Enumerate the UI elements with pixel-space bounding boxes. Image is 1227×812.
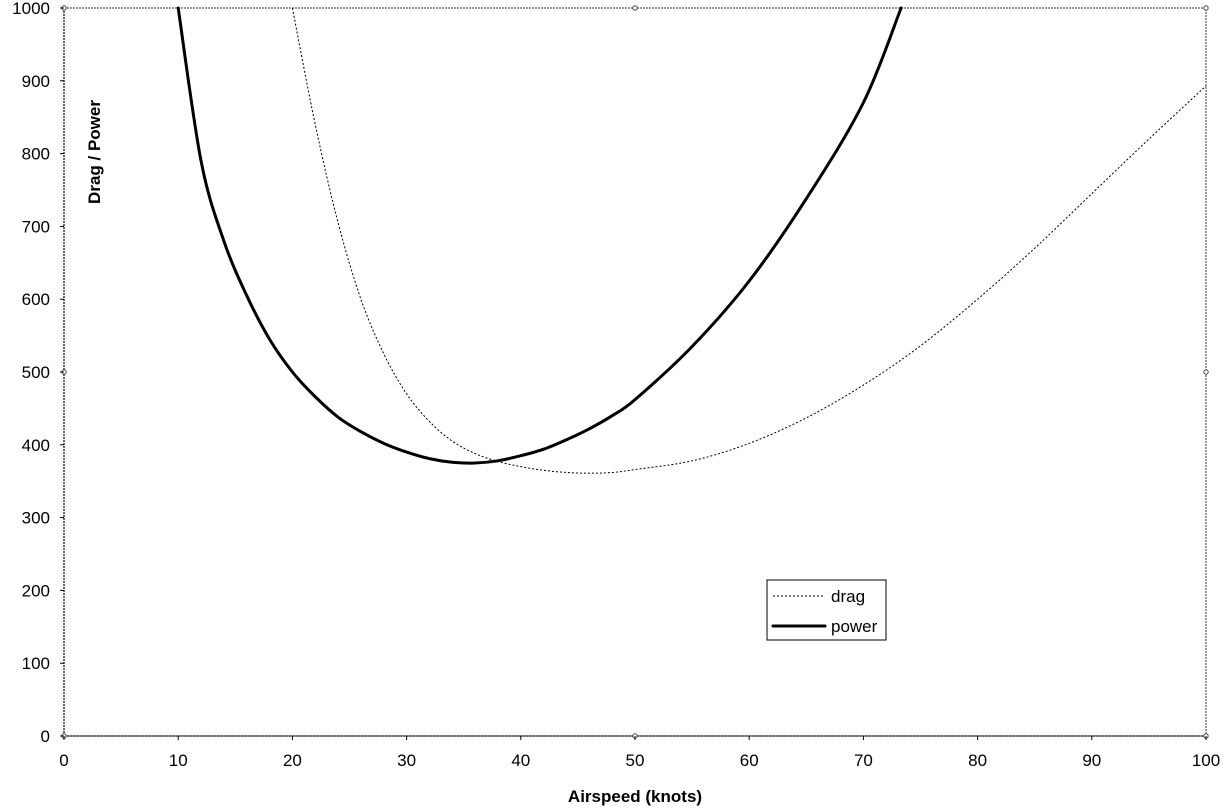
y-tick-label: 1000 (12, 0, 50, 18)
legend-label-drag: drag (831, 587, 865, 606)
y-tick-label: 200 (22, 581, 50, 600)
legend-label-power: power (831, 617, 878, 636)
y-tick-label: 700 (22, 217, 50, 236)
series-line-drag (291, 7, 1207, 474)
y-tick-label: 800 (22, 145, 50, 164)
y-tick-label: 300 (22, 509, 50, 528)
x-tick-label: 70 (854, 751, 873, 770)
x-tick-label: 30 (397, 751, 416, 770)
x-tick-label: 80 (968, 751, 987, 770)
series-line-power (176, 6, 903, 465)
x-tick-label: 60 (740, 751, 759, 770)
frame-marker (1203, 369, 1209, 375)
x-tick-label: 50 (626, 751, 645, 770)
frame-marker (632, 5, 638, 11)
y-tick-label: 0 (41, 727, 50, 746)
y-tick-label: 900 (22, 72, 50, 91)
x-tick-label: 0 (59, 751, 68, 770)
plot-area (61, 5, 1209, 739)
frame-marker (1203, 5, 1209, 11)
x-tick-label: 10 (169, 751, 188, 770)
x-tick-label: 40 (511, 751, 530, 770)
plot-border (63, 7, 1207, 737)
y-tick-label: 600 (22, 290, 50, 309)
y-tick-label: 400 (22, 436, 50, 455)
series-layer (176, 6, 1207, 474)
x-tick-label: 20 (283, 751, 302, 770)
x-tick-label: 90 (1082, 751, 1101, 770)
y-axis-title: Drag / Power (85, 100, 104, 204)
x-tick-label: 100 (1192, 751, 1220, 770)
x-axis: 0 10 20 30 40 50 60 70 80 90 100 (59, 736, 1220, 770)
x-axis-title: Airspeed (knots) (568, 787, 702, 806)
y-axis: 0 100 200 300 400 500 600 700 800 900 1000 (12, 0, 64, 746)
legend-box (766, 579, 887, 641)
y-tick-label: 100 (22, 654, 50, 673)
legend: drag power (766, 579, 887, 641)
y-tick-label: 500 (22, 363, 50, 382)
